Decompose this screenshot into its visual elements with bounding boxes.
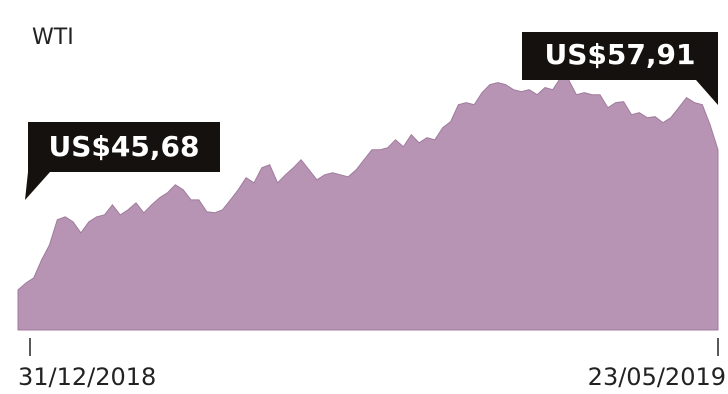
callout-box: [522, 32, 718, 105]
x-tick-label: 31/12/2018: [18, 363, 156, 391]
x-tick-label: 23/05/2019: [588, 363, 726, 391]
area: [17, 77, 719, 331]
data-label: US$57,91: [545, 38, 696, 71]
chart-title: WTI: [32, 25, 74, 50]
callout-box: [25, 122, 220, 200]
data-label: US$45,68: [49, 130, 200, 163]
